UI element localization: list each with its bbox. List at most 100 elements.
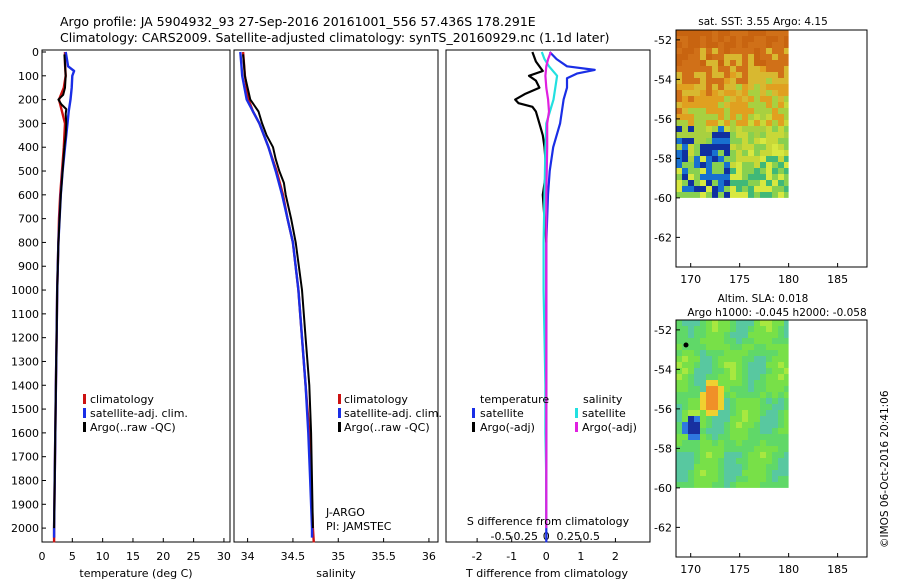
y-tick-label: 1600 [11,427,39,440]
heatmap-cell [760,326,766,332]
heatmap-cell [688,368,694,374]
heatmap-cell [682,126,688,132]
heatmap-cell [760,66,766,72]
heatmap-cell [766,320,772,326]
series-line-satellite-adj-clim [239,51,314,538]
heatmap-cell [676,156,682,162]
heatmap-cell [772,90,778,96]
heatmap-cell [766,108,772,114]
heatmap-cell [718,180,724,186]
heatmap-cell [784,48,789,54]
heatmap-cell [760,470,766,476]
heatmap-cell [736,96,742,102]
heatmap-cell [700,66,706,72]
heatmap-cell [700,192,706,198]
heatmap-cell [754,90,760,96]
argo-float-marker [683,342,689,348]
heatmap-cell [766,392,772,398]
heatmap-cell [742,332,748,338]
heatmap-cell [712,416,718,422]
series-line-argo-raw-qc [242,54,314,529]
heatmap-cell [784,470,789,476]
heatmap-cell [682,90,688,96]
heatmap-cell [760,422,766,428]
heatmap-cell [682,84,688,90]
heatmap-cell [700,48,706,54]
heatmap-cell [766,422,772,428]
legend-swatch-climatology [338,394,341,404]
heatmap-cell [676,440,682,446]
heatmap-cell [718,108,724,114]
heatmap-cell [682,66,688,72]
x-tick-label: 170 [680,273,701,286]
heatmap-cell [736,392,742,398]
heatmap-cell [712,42,718,48]
heatmap-cell [676,434,682,440]
heatmap-cell [748,30,754,36]
heatmap-cell [736,54,742,60]
heatmap-cell [688,476,694,482]
heatmap-cell [778,54,784,60]
heatmap-cell [676,192,682,198]
heatmap-cell [760,416,766,422]
heatmap-cell [730,446,736,452]
legend-label-argo-s: Argo(-adj) [582,421,637,434]
heatmap-cell [754,428,760,434]
heatmap-cell [682,458,688,464]
heatmap-cell [784,332,789,338]
heatmap-cell [742,326,748,332]
heatmap-cell [742,102,748,108]
salinity-panel: 34 34.5 35 35.5 36 salinity climatology sate… [233,49,442,580]
heatmap-cell [748,48,754,54]
heatmap-cell [724,54,730,60]
heatmap-cell [718,338,724,344]
heatmap-cell [688,162,694,168]
heatmap-cell [772,434,778,440]
heatmap-cell [730,132,736,138]
heatmap-cell [760,476,766,482]
heatmap-cell [682,416,688,422]
heatmap-cell [694,192,700,198]
heatmap-cell [682,120,688,126]
salinity-annotation-program: J-ARGO [325,506,365,519]
heatmap-cell [724,404,730,410]
heatmap-cell [760,320,766,326]
heatmap-cell [682,162,688,168]
heatmap-cell [676,150,682,156]
heatmap-cell [700,434,706,440]
heatmap-cell [754,464,760,470]
heatmap-cell [688,386,694,392]
heatmap-cell [784,422,789,428]
heatmap-cell [778,174,784,180]
heatmap-cell [724,368,730,374]
heatmap-cell [760,90,766,96]
heatmap-cell [730,320,736,326]
heatmap-cell [694,156,700,162]
heatmap-cell [694,180,700,186]
y-tick-label: 200 [18,94,39,107]
heatmap-cell [700,144,706,150]
heatmap-cell [748,416,754,422]
heatmap-cell [760,332,766,338]
heatmap-cell [706,470,712,476]
heatmap-cell [712,144,718,150]
heatmap-cell [748,72,754,78]
heatmap-cell [694,114,700,120]
heatmap-cell [772,416,778,422]
heatmap-cell [724,144,730,150]
heatmap-cell [694,344,700,350]
heatmap-cell [682,36,688,42]
heatmap-cell [706,332,712,338]
heatmap-cell [706,374,712,380]
heatmap-cell [772,114,778,120]
heatmap-cell [742,48,748,54]
heatmap-cell [778,332,784,338]
y-tick-label: 600 [18,189,39,202]
heatmap-cell [676,326,682,332]
heatmap-cell [682,410,688,416]
heatmap-cell [760,168,766,174]
heatmap-cell [694,350,700,356]
heatmap-cell [748,350,754,356]
heatmap-cell [736,338,742,344]
heatmap-cell [712,108,718,114]
